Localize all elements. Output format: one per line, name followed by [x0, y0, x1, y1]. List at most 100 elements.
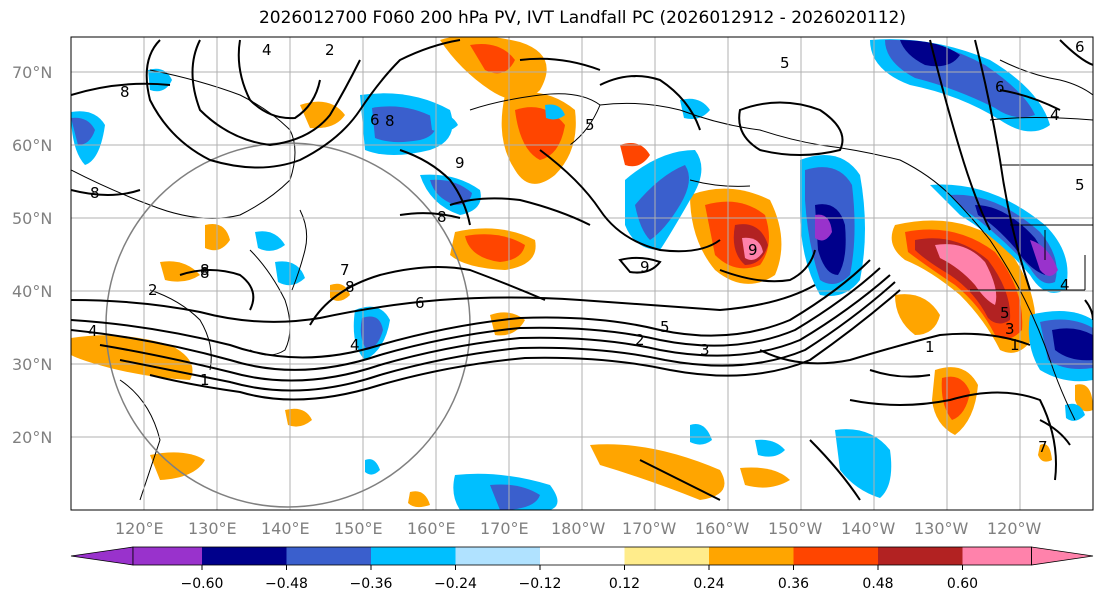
contour-label: 6 — [370, 111, 380, 129]
colorbar-tick-label: −0.12 — [519, 576, 562, 592]
ivt-blob — [470, 44, 515, 74]
lon-label: 140°W — [841, 519, 896, 538]
lat-label: 40°N — [12, 282, 52, 301]
contour-label: 5 — [1075, 176, 1085, 194]
colorbar-tick-label: −0.48 — [265, 576, 308, 592]
contour-label: 5 — [660, 318, 670, 336]
ivt-blob — [490, 484, 540, 510]
colorbar: −0.60 −0.48 −0.36 −0.24 −0.12 0.12 0.24 … — [70, 546, 1094, 592]
colorbar-tick-label: −0.36 — [350, 576, 393, 592]
colorbar-segment — [371, 547, 456, 565]
lat-label: 30°N — [12, 355, 52, 374]
ivt-positive-shading — [71, 37, 1093, 508]
page-title: 2026012700 F060 200 hPa PV, IVT Landfall… — [258, 8, 906, 28]
colorbar-segment — [455, 547, 540, 565]
pv-contours — [71, 39, 1093, 501]
lon-label: 120°W — [987, 519, 1042, 538]
colorbar-tick-label: 0.48 — [862, 576, 893, 592]
ivt-blob — [1038, 444, 1052, 462]
lon-label: 130°W — [914, 519, 969, 538]
contour-label: 7 — [340, 261, 350, 279]
ivt-blob — [1075, 384, 1093, 412]
contour-label: 8 — [200, 264, 210, 282]
ivt-blob — [895, 294, 940, 335]
ivt-blob — [408, 491, 430, 508]
colorbar-tick-label: −0.60 — [181, 576, 224, 592]
ivt-blob — [285, 408, 312, 427]
lon-label: 140°E — [261, 519, 310, 538]
contour-label: 5 — [1000, 304, 1010, 322]
lat-label: 70°N — [12, 63, 52, 82]
ivt-blob — [620, 142, 650, 167]
contour-label: 6 — [1075, 38, 1085, 56]
contour-label: 9 — [748, 241, 758, 259]
ivt-blob — [1030, 240, 1058, 276]
contour-label: 2 — [635, 331, 645, 349]
colorbar-tick-labels: −0.60 −0.48 −0.36 −0.24 −0.12 0.12 0.24 … — [181, 576, 979, 592]
contour-label: 3 — [1005, 320, 1015, 338]
lon-label: 160°W — [695, 519, 750, 538]
contour-label: 1 — [925, 338, 935, 356]
lat-label: 60°N — [12, 136, 52, 155]
lat-label: 20°N — [12, 428, 52, 447]
ivt-blob — [755, 439, 785, 457]
ivt-blob — [1052, 328, 1093, 361]
contour-label: 4 — [350, 336, 360, 354]
colorbar-segment — [962, 547, 1032, 565]
lon-label: 150°E — [334, 519, 383, 538]
ivt-blob — [635, 165, 689, 240]
contour-label: 5 — [585, 116, 595, 134]
lon-label: 160°E — [407, 519, 456, 538]
colorbar-segment — [133, 547, 202, 565]
contour-label: 3 — [700, 341, 710, 359]
contour-label: 4 — [262, 41, 272, 59]
ivt-blob — [900, 40, 960, 67]
contour-label: 4 — [88, 322, 98, 340]
colorbar-extend-left — [70, 546, 134, 566]
ivt-blob — [975, 205, 1047, 275]
colorbar-outline — [132, 546, 1032, 566]
colorbar-tick-label: 0.12 — [609, 576, 640, 592]
ivt-blob — [545, 104, 565, 120]
colorbar-tick-label: 0.24 — [693, 576, 724, 592]
colorbar-segment — [286, 547, 371, 565]
ivt-blob — [1065, 403, 1085, 421]
lon-label: 170°W — [622, 519, 677, 538]
contour-label: 8 — [200, 261, 210, 279]
ivt-blob — [372, 106, 436, 143]
colorbar-segment — [709, 547, 794, 565]
contour-label: 7 — [1038, 438, 1048, 456]
ivt-blob — [690, 424, 712, 445]
ivt-blob — [360, 316, 383, 350]
contour-label: 8 — [345, 278, 355, 296]
contour-label: 1 — [1010, 336, 1020, 354]
contour-label: 4 — [1050, 106, 1060, 124]
contour-label: 8 — [90, 184, 100, 202]
contour-label: 8 — [120, 83, 130, 101]
colorbar-tick-label: −0.24 — [434, 576, 477, 592]
lon-label: 150°W — [768, 519, 823, 538]
colorbar-segment — [793, 547, 878, 565]
contour-label: 6 — [415, 294, 425, 312]
colorbar-tick-label: 0.60 — [947, 576, 978, 592]
ivt-blob — [515, 107, 565, 160]
ivt-blob — [71, 117, 95, 145]
ivt-blob — [465, 234, 525, 262]
ivt-blob — [680, 98, 710, 119]
contour-label: 8 — [437, 208, 447, 226]
contour-label: 8 — [385, 112, 395, 130]
colorbar-ticks — [201, 565, 963, 570]
ivt-blob — [365, 459, 380, 475]
latitude-labels: 70°N 60°N 50°N 40°N 30°N 20°N — [12, 63, 52, 447]
ivt-blob — [160, 261, 200, 282]
colorbar-segment — [624, 547, 709, 565]
longitude-labels: 120°E 130°E 140°E 150°E 160°E 170°E 180°… — [115, 519, 1042, 538]
contour-label: 4 — [1060, 276, 1070, 294]
ivt-blob — [255, 231, 285, 251]
contour-label: 6 — [995, 78, 1005, 96]
lon-label: 130°E — [188, 519, 237, 538]
lon-label: 180°W — [551, 519, 606, 538]
lon-label: 120°E — [115, 519, 164, 538]
colorbar-segment — [540, 547, 625, 565]
